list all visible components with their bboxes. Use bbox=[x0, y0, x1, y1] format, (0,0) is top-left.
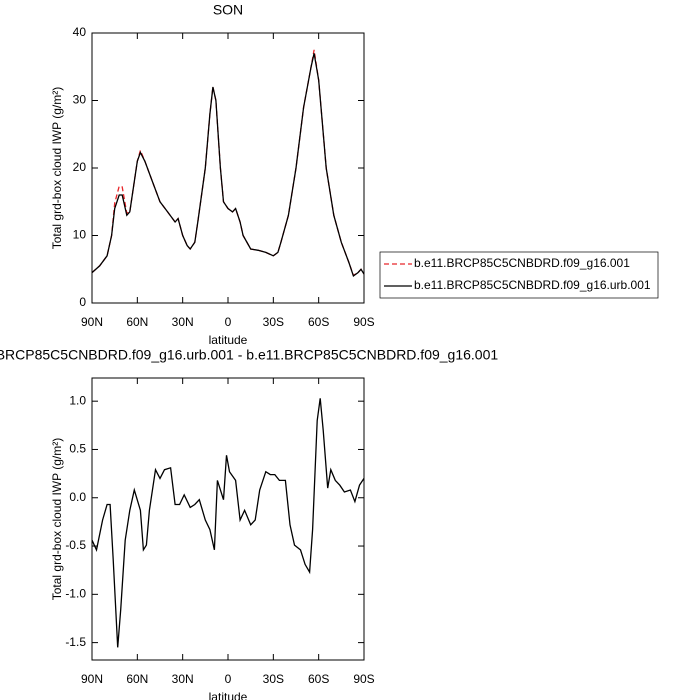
y-tick-label: 0.5 bbox=[69, 442, 86, 456]
x-axis-label: latitude bbox=[209, 333, 248, 347]
x-tick-label: 30S bbox=[263, 672, 284, 686]
y-tick-label: -1.5 bbox=[65, 635, 86, 649]
y-tick-label: 40 bbox=[73, 25, 87, 39]
x-tick-label: 30N bbox=[172, 315, 194, 329]
y-tick-label: -0.5 bbox=[65, 538, 86, 552]
x-tick-label: 60S bbox=[308, 672, 329, 686]
x-tick-label: 30S bbox=[263, 315, 284, 329]
y-axis-label: Total grd-box cloud IWP (g/m²) bbox=[50, 87, 64, 250]
x-tick-label: 90N bbox=[81, 315, 103, 329]
y-tick-label: 20 bbox=[73, 160, 87, 174]
y-axis-label: Total grd-box cloud IWP (g/m²) bbox=[50, 438, 64, 601]
plot-frame bbox=[91, 32, 365, 304]
x-tick-label: 60N bbox=[126, 315, 148, 329]
x-tick-label: 90S bbox=[353, 315, 374, 329]
y-tick-label: 0.0 bbox=[69, 490, 86, 504]
y-tick-label: 1.0 bbox=[69, 393, 86, 407]
y-tick-label: 30 bbox=[73, 93, 87, 107]
legend-label: b.e11.BRCP85C5CNBDRD.f09_g16.urb.001 bbox=[414, 278, 651, 292]
data-line bbox=[91, 398, 365, 648]
y-tick-label: -1.0 bbox=[65, 587, 86, 601]
data-line bbox=[91, 49, 365, 277]
x-tick-label: 60N bbox=[126, 672, 148, 686]
y-tick-label: 10 bbox=[73, 228, 87, 242]
x-tick-label: 0 bbox=[225, 315, 232, 329]
x-axis-label: latitude bbox=[209, 690, 248, 700]
data-line bbox=[91, 53, 365, 278]
y-tick-label: 0 bbox=[79, 295, 86, 309]
chart-title: SON bbox=[213, 2, 243, 18]
legend-label: b.e11.BRCP85C5CNBDRD.f09_g16.001 bbox=[414, 256, 630, 270]
legend-box bbox=[379, 251, 659, 299]
x-tick-label: 90S bbox=[353, 672, 374, 686]
x-tick-label: 30N bbox=[172, 672, 194, 686]
x-tick-label: 0 bbox=[225, 672, 232, 686]
plot-frame bbox=[91, 377, 365, 661]
x-tick-label: 90N bbox=[81, 672, 103, 686]
x-tick-label: 60S bbox=[308, 315, 329, 329]
chart-title: b.e11.BRCP85C5CNBDRD.f09_g16.urb.001 - b… bbox=[0, 347, 498, 363]
